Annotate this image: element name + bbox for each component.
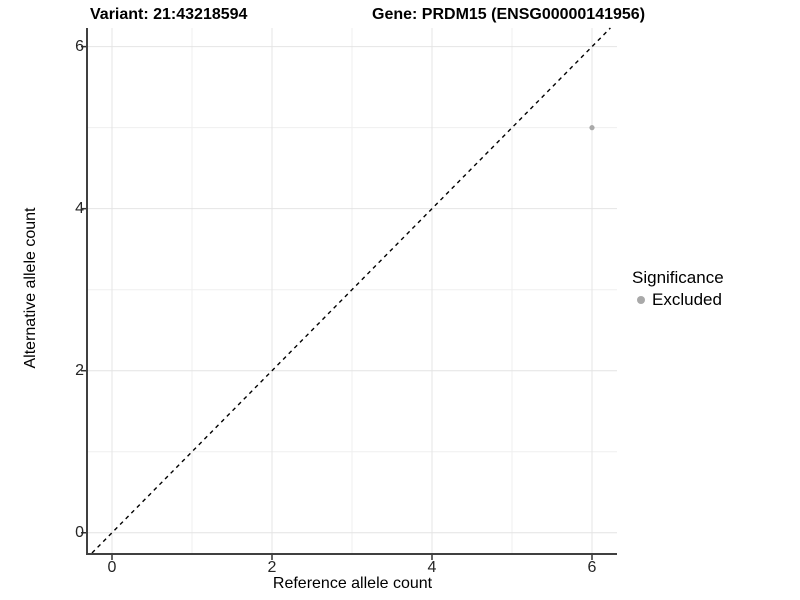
legend-point-icon <box>637 296 645 304</box>
gene-title: Gene: PRDM15 (ENSG00000141956) <box>372 6 646 23</box>
identity-dashed-line <box>91 27 611 554</box>
x-tick-label: 2 <box>267 559 277 576</box>
y-tick-label: 4 <box>75 199 84 217</box>
legend: Significance Excluded <box>630 268 724 310</box>
y-tick-label: 6 <box>75 37 84 55</box>
legend-item: Excluded <box>630 290 724 310</box>
y-axis-title: Alternative allele count <box>22 207 39 369</box>
x-tick-label: 0 <box>107 559 117 576</box>
data-point <box>589 125 595 131</box>
y-tick-label: 2 <box>75 361 84 379</box>
x-tick-label: 4 <box>427 559 437 576</box>
variant-title: Variant: 21:43218594 <box>90 6 248 23</box>
legend-items: Excluded <box>630 290 724 310</box>
x-axis-title: Reference allele count <box>272 575 433 592</box>
legend-item-label: Excluded <box>652 290 722 309</box>
legend-title: Significance <box>632 268 724 287</box>
x-tick-label: 6 <box>587 559 597 576</box>
y-tick-label: 0 <box>75 523 84 541</box>
